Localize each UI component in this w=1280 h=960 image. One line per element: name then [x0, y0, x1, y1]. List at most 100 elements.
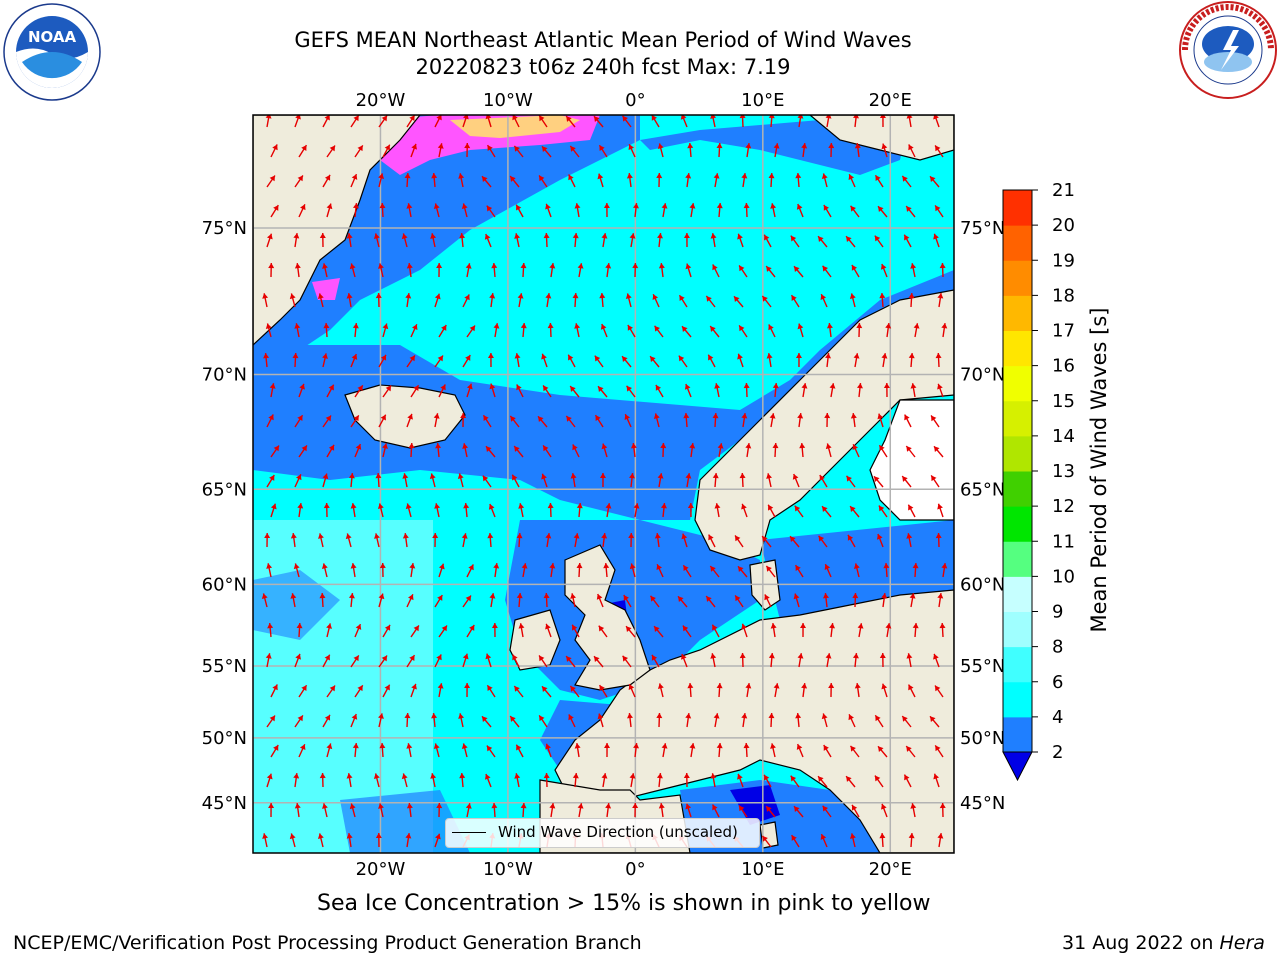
arrow-187 [600, 323, 608, 338]
arrow-188 [627, 324, 636, 338]
arrow-445 [829, 623, 836, 638]
arrow-123 [903, 234, 912, 248]
arrow-136 [577, 263, 584, 278]
arrow-604 [375, 832, 382, 848]
arrow-114 [657, 233, 663, 248]
arrow-343 [767, 504, 776, 518]
arrow-351 [290, 533, 297, 548]
arrow-557 [459, 772, 466, 788]
arrow-455 [406, 654, 416, 668]
arrow-427 [326, 623, 332, 638]
arrow-577 [322, 803, 328, 818]
arrow-321 [845, 475, 856, 488]
arrow-386 [576, 562, 583, 578]
arrow-370 [818, 535, 828, 548]
arrow-167 [733, 295, 744, 308]
colorbar-tick-label-5: 10 [1052, 566, 1075, 587]
arrow-619 [791, 834, 800, 848]
colorbar: 2 4 6 8 9 10 11 12 13 14 15 16 17 18 19 20 21 [1002, 180, 1075, 782]
arrow-305 [402, 473, 409, 488]
arrow-588 [632, 802, 639, 818]
arrow-352 [318, 533, 324, 548]
arrow-55 [404, 172, 411, 188]
arrow-621 [850, 833, 856, 848]
arrow-493 [773, 683, 780, 698]
arrow-271 [850, 413, 857, 428]
arrow-567 [737, 773, 744, 788]
arrow-293 [772, 442, 779, 458]
arrow-161 [572, 292, 579, 308]
arrow-56 [431, 172, 438, 188]
arrow-80 [406, 203, 413, 218]
arrow-195 [826, 323, 833, 338]
arrow-420 [823, 593, 829, 608]
arrow-157 [462, 294, 470, 308]
arrow-90 [689, 203, 696, 218]
arrow-125 [268, 262, 275, 278]
footer-machine: Hera [1219, 932, 1265, 954]
arrow-347 [878, 505, 888, 518]
arrow-65 [685, 173, 692, 188]
lat-label-left-6: 45°N [202, 793, 247, 814]
arrow-314 [657, 473, 664, 488]
arrow-238 [626, 385, 636, 398]
arrow-517 [741, 713, 748, 728]
arrow-523 [901, 715, 912, 728]
lat-label-left-4: 55°N [202, 656, 247, 677]
arrow-396 [853, 563, 860, 578]
arrow-288 [630, 443, 637, 458]
arrow-131 [436, 262, 443, 278]
arrow-460 [538, 655, 548, 668]
arrow-521 [848, 714, 856, 728]
lat-label-left-5: 50°N [202, 728, 247, 749]
arrow-454 [378, 655, 388, 668]
arrow-364 [654, 533, 661, 548]
arrow-560 [543, 772, 550, 788]
arrow-524 [929, 715, 940, 728]
arrow-225 [269, 383, 276, 398]
arrow-552 [319, 772, 326, 788]
arrow-249 [937, 383, 944, 398]
arrow-356 [432, 532, 439, 548]
arrow-599 [939, 802, 946, 818]
arrow-48 [908, 144, 916, 158]
arrow-204 [378, 354, 387, 368]
arrow-467 [739, 652, 746, 668]
arrow-571 [845, 775, 856, 788]
arrow-514 [656, 712, 663, 728]
arrow-2 [322, 115, 331, 128]
arrow-595 [822, 805, 832, 818]
arrow-241 [714, 383, 721, 398]
arrow-49 [934, 145, 944, 158]
arrow-88 [632, 203, 639, 218]
arrow-181 [438, 324, 447, 338]
arrow-295 [825, 443, 832, 458]
arrow-484 [513, 685, 524, 698]
arrow-539 [661, 743, 668, 758]
arrow-464 [651, 654, 660, 668]
arrow-163 [625, 293, 632, 308]
arrow-6 [434, 115, 442, 128]
arrow-345 [821, 505, 832, 518]
arrow-281 [435, 442, 442, 458]
arrow-378 [350, 563, 357, 578]
arrow-429 [382, 624, 391, 638]
arrow-76 [298, 204, 306, 218]
arrow-505 [404, 712, 411, 728]
arrow-277 [326, 444, 335, 458]
arrow-317 [739, 472, 746, 488]
svalbard [809, 115, 954, 161]
arrow-361 [573, 533, 580, 548]
arrow-278 [354, 443, 362, 458]
arrow-535 [545, 743, 552, 758]
arrow-116 [710, 233, 717, 248]
arrow-453 [350, 654, 360, 668]
arrow-462 [593, 655, 604, 668]
arrow-319 [792, 473, 800, 488]
colorbar-tick-label-1: 4 [1052, 707, 1063, 728]
arrow-284 [513, 445, 524, 458]
arrow-213 [621, 355, 632, 368]
arrow-279 [382, 443, 388, 458]
arrow-13 [621, 115, 632, 128]
arrow-45 [828, 142, 835, 158]
